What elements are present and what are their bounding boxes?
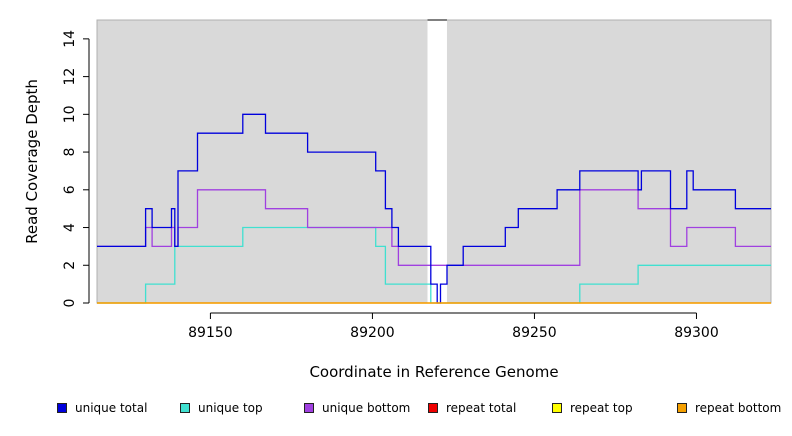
y-tick-label: 8 [62, 148, 78, 157]
x-tick-label: 89150 [188, 325, 233, 341]
legend-label: unique bottom [322, 401, 411, 415]
legend: unique total unique top unique bottom repea… [0, 398, 792, 420]
y-axis-label: Read Coverage Depth [23, 79, 41, 244]
y-tick-label: 10 [62, 105, 78, 123]
legend-item-unique-total: unique total [57, 398, 147, 418]
series-layer [97, 113, 771, 304]
y-tick-label: 2 [62, 261, 78, 270]
legend-label: repeat total [446, 401, 517, 415]
series-line-unique-top [97, 226, 771, 304]
legend-item-unique-bottom: unique bottom [304, 398, 410, 418]
legend-item-unique-top: unique top [180, 398, 263, 418]
legend-label: unique total [75, 401, 148, 415]
legend-item-repeat-top: repeat top [552, 398, 633, 418]
legend-label: unique top [198, 401, 263, 415]
gap-region [427, 20, 447, 303]
series-line-unique-total [97, 113, 771, 304]
legend-item-repeat-bottom: repeat bottom [677, 398, 781, 418]
x-axis-label: Coordinate in Reference Genome [309, 363, 558, 381]
x-tick-label: 89300 [674, 325, 719, 341]
legend-label: repeat top [570, 401, 633, 415]
x-tick-label: 89250 [512, 325, 557, 341]
legend-swatch [552, 403, 562, 413]
series-line-unique-bottom [97, 189, 771, 266]
axes-layer: 0 2 4 6 8 10 12 14 89150 89200 89250 89300 [62, 30, 719, 341]
legend-swatch [57, 403, 67, 413]
legend-label: repeat bottom [695, 401, 782, 415]
legend-swatch [304, 403, 314, 413]
legend-swatch [677, 403, 687, 413]
y-tick-label: 12 [62, 68, 78, 86]
y-tick-label: 4 [62, 223, 78, 232]
legend-swatch [428, 403, 438, 413]
legend-item-repeat-total: repeat total [428, 398, 516, 418]
y-tick-label: 0 [62, 299, 78, 308]
y-tick-label: 14 [62, 30, 78, 48]
y-tick-label: 6 [62, 185, 78, 194]
x-tick-label: 89200 [350, 325, 395, 341]
legend-swatch [180, 403, 190, 413]
